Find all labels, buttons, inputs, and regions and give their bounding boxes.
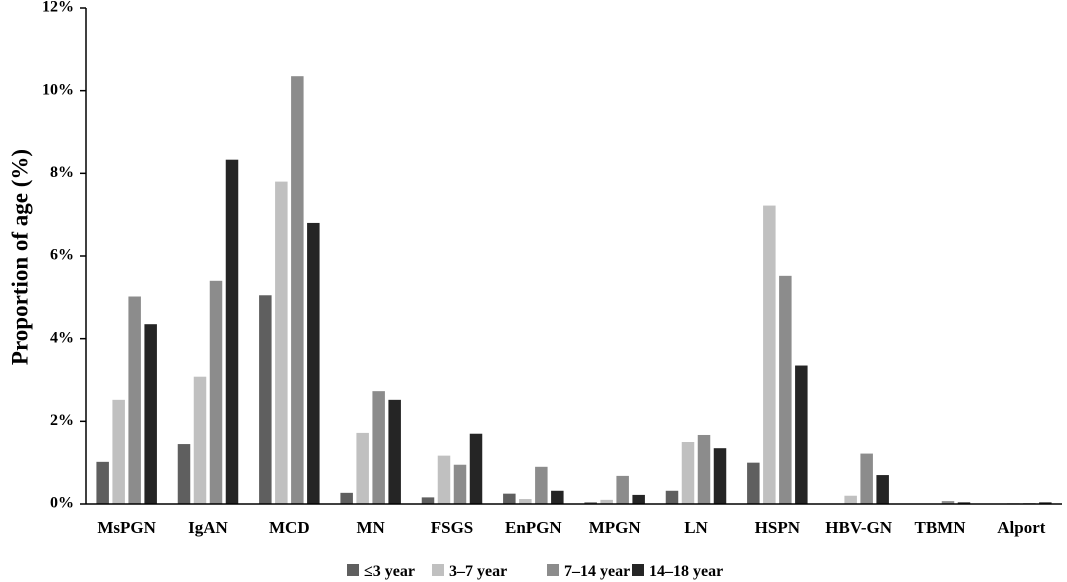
bar	[876, 475, 889, 504]
category-label: HSPN	[755, 518, 801, 537]
bar	[535, 466, 548, 504]
bar	[356, 432, 369, 504]
bar	[665, 490, 679, 504]
bar	[763, 205, 776, 504]
legend-swatch	[432, 564, 444, 576]
bar	[747, 462, 760, 504]
category-label: MCD	[269, 518, 310, 537]
bar	[437, 455, 451, 504]
category-label: FSGS	[431, 518, 474, 537]
bar	[616, 475, 629, 504]
bar	[860, 453, 873, 504]
bar	[1039, 502, 1052, 504]
bar	[681, 442, 695, 504]
bar	[957, 502, 971, 504]
category-label: LN	[684, 518, 708, 537]
bar	[209, 280, 223, 504]
bar	[112, 399, 125, 504]
y-tick-label: 6%	[50, 247, 74, 264]
category-label: Alport	[997, 518, 1046, 537]
legend-label: ≤3 year	[364, 563, 415, 580]
bar	[291, 76, 304, 504]
category-label: MsPGN	[97, 518, 156, 537]
bar	[340, 492, 353, 504]
bar	[503, 493, 516, 504]
bar	[632, 494, 645, 504]
bar	[779, 275, 792, 504]
bar	[421, 497, 435, 504]
bar	[144, 324, 157, 504]
legend-swatch	[632, 564, 644, 576]
category-label: MN	[357, 518, 386, 537]
legend-label: 14–18 year	[649, 563, 723, 580]
bar	[941, 501, 955, 504]
bar	[453, 464, 467, 504]
bar	[697, 434, 711, 504]
y-axis-ticks: 0% 2% 4% 6% 8% 10% 12%	[42, 0, 86, 512]
y-tick-label: 0%	[50, 495, 74, 512]
legend-label: 7–14 year	[564, 563, 630, 580]
legend-swatch	[347, 564, 359, 576]
bar	[372, 391, 385, 504]
bar	[519, 499, 532, 504]
bar	[584, 502, 597, 504]
category-label: HBV-GN	[825, 518, 892, 537]
bars	[96, 76, 1052, 504]
bar	[795, 365, 808, 504]
category-label: MPGN	[589, 518, 642, 537]
bar	[713, 448, 727, 504]
y-tick-label: 10%	[42, 81, 74, 98]
y-tick-label: 12%	[42, 0, 74, 16]
bar	[193, 376, 207, 504]
category-label: IgAN	[188, 518, 228, 537]
bar	[469, 433, 483, 504]
bar	[551, 490, 564, 504]
bar	[259, 295, 272, 504]
legend: ≤3 year 3–7 year 7–14 year 14–18 year	[347, 563, 723, 580]
legend-label: 3–7 year	[449, 563, 507, 580]
bar	[225, 159, 239, 504]
bar	[600, 499, 613, 504]
y-tick-label: 8%	[50, 164, 74, 181]
bar	[275, 181, 288, 504]
y-tick-label: 2%	[50, 412, 74, 429]
category-label: EnPGN	[505, 518, 562, 537]
y-axis-title: Proportion of age (%)	[7, 149, 32, 365]
y-axis-title-group: Proportion of age (%)	[7, 149, 32, 365]
bar	[128, 296, 141, 504]
y-tick-label: 4%	[50, 329, 74, 346]
bar	[96, 461, 109, 504]
bar	[844, 495, 857, 504]
bar	[307, 222, 320, 504]
category-label: TBMN	[915, 518, 967, 537]
bar	[388, 399, 401, 504]
x-axis-labels: MsPGN IgAN MCD MN FSGS EnPGN MPGN LN HSPN HBV-GN T…	[97, 518, 1045, 537]
bar	[177, 444, 191, 504]
legend-swatch	[547, 564, 559, 576]
